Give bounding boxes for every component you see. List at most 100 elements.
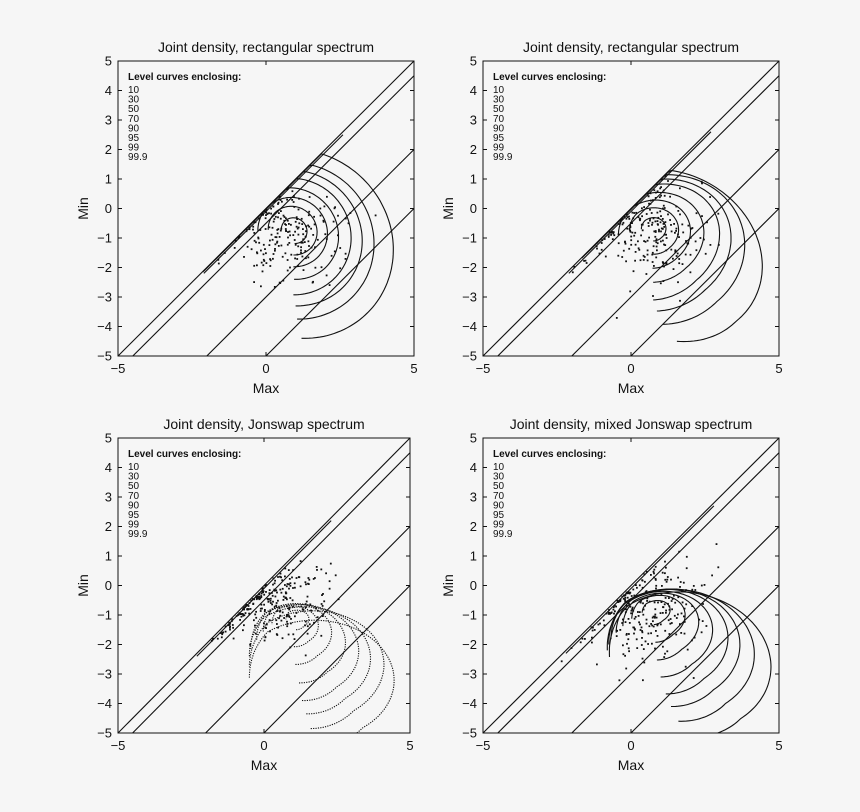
scatter-point [280,591,283,594]
panels: Joint density, rectangular spectrum Max Mi… [75,39,783,773]
scatter-point [264,585,267,587]
scatter-point [646,249,649,252]
scatter-point [278,617,280,620]
scatter-point [276,232,279,235]
scatter-point [667,591,669,594]
scatter-point [641,586,644,589]
contour-10 [640,217,667,242]
scatter-point [717,566,720,569]
scatter-point [289,266,291,269]
scatter-point [319,214,322,217]
contour-99 [606,588,755,722]
scatter-point [675,227,678,230]
scatter-point [253,619,255,622]
y-tick-label: 5 [470,431,477,446]
scatter-point [647,225,650,227]
scatter-point [633,234,636,237]
chart-title: Joint density, Jonswap spectrum [163,416,364,432]
scatter-point [674,601,677,604]
scatter-point [301,223,304,225]
scatter-point [309,603,312,606]
scatter-point [235,615,238,617]
scatter-point [648,600,651,603]
scatter-point [630,243,633,246]
scatter-point [279,229,282,232]
level-label-95: 95 [128,133,140,144]
level-curves-heading: Level curves enclosing: [493,449,606,460]
scatter-point [265,584,268,586]
scatter-point [674,231,676,234]
scatter-point [286,583,289,585]
level-label-70: 70 [493,114,505,125]
scatter-point [277,216,279,219]
scatter-point [275,236,278,239]
scatter-point [675,255,678,257]
scatter-point [272,583,274,586]
scatter-point [654,577,657,580]
scatter-point [648,625,651,628]
scatter-point [244,606,246,608]
scatter-point [655,630,657,632]
scatter-point [653,601,656,604]
y-tick-label: −5 [97,726,112,741]
scatter-point [629,226,632,228]
scatter-point [277,599,279,602]
scatter-point [307,256,310,259]
scatter-point [253,598,255,601]
scatter-point [281,637,284,640]
scatter-point [259,607,262,610]
scatter-point [285,592,288,595]
contour-50 [622,592,700,661]
scatter-point [231,618,234,621]
scatter-point [290,223,292,226]
scatter-point [639,629,642,631]
scatter-point [267,600,270,603]
scatter-point [344,258,347,260]
scatter-point [654,647,656,650]
scatter-point [308,210,311,213]
scatter-point [632,588,635,591]
scatter-point [652,615,655,618]
scatter-point [628,592,631,595]
scatter-point [263,260,266,262]
y-tick-label: 3 [470,113,477,128]
scatter-point [304,603,307,605]
y-tick-label: 4 [105,460,112,475]
scatter-point [255,616,258,619]
scatter-point [273,286,276,288]
scatter-point [659,221,662,224]
scatter-point [645,273,648,275]
scatter-point [276,634,279,636]
scatter-point [255,595,258,597]
scatter-point [687,242,690,245]
diagonal-line-4 [263,585,410,733]
scatter-point [253,239,256,242]
scatter-point [630,239,633,242]
scatter-point [291,199,294,201]
scatter-point [654,230,657,232]
scatter-point [677,576,679,579]
scatter-point [680,632,683,634]
scatter-point [281,579,284,582]
scatter-point [265,591,267,593]
scatter-point [230,620,233,623]
scatter-point [297,576,300,578]
contour-90 [250,604,360,702]
scatter-point [265,623,268,626]
scatter-point [624,611,627,614]
scatter-point [301,241,304,244]
scatter-point [624,241,626,243]
scatter-point [259,610,262,612]
scatter-point [223,252,226,254]
level-label-70: 70 [128,491,140,502]
scatter-point [683,607,686,610]
scatter-point [248,226,251,229]
scatter-point [240,613,242,615]
scatter-point [300,249,302,252]
scatter-point [288,606,291,609]
scatter-point [265,252,267,255]
scatter-point [617,601,619,603]
scatter-point [292,605,294,608]
x-axis-label: Max [618,380,644,396]
scatter-point [268,244,271,246]
